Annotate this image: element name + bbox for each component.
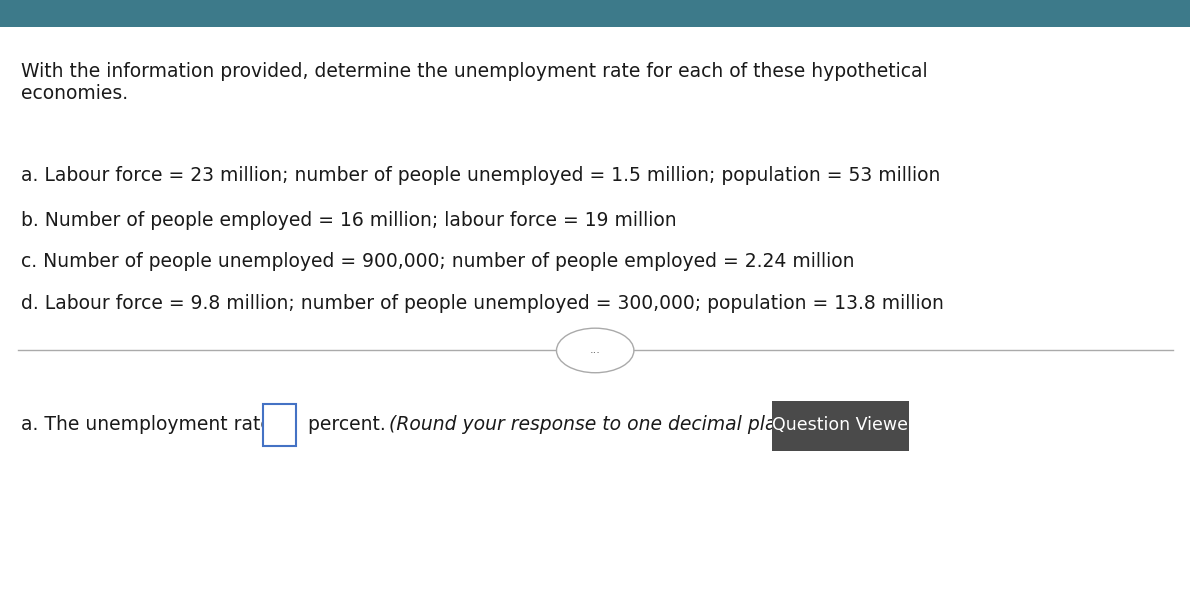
Text: Question Viewe: Question Viewe <box>772 416 907 434</box>
Text: a. The unemployment rate is: a. The unemployment rate is <box>22 415 299 434</box>
Ellipse shape <box>557 328 634 373</box>
Text: percent.: percent. <box>302 415 392 434</box>
FancyBboxPatch shape <box>772 401 908 451</box>
Text: a. Labour force = 23 million; number of people unemployed = 1.5 million; populat: a. Labour force = 23 million; number of … <box>22 166 941 185</box>
FancyBboxPatch shape <box>263 404 296 446</box>
Text: d. Labour force = 9.8 million; number of people unemployed = 300,000; population: d. Labour force = 9.8 million; number of… <box>22 294 944 313</box>
Text: (Round your response to one decimal place.): (Round your response to one decimal plac… <box>389 415 811 434</box>
Text: b. Number of people employed = 16 million; labour force = 19 million: b. Number of people employed = 16 millio… <box>22 211 677 230</box>
Text: ...: ... <box>589 346 601 355</box>
FancyBboxPatch shape <box>0 0 1190 27</box>
Text: With the information provided, determine the unemployment rate for each of these: With the information provided, determine… <box>22 62 928 103</box>
Text: c. Number of people unemployed = 900,000; number of people employed = 2.24 milli: c. Number of people unemployed = 900,000… <box>22 252 854 271</box>
